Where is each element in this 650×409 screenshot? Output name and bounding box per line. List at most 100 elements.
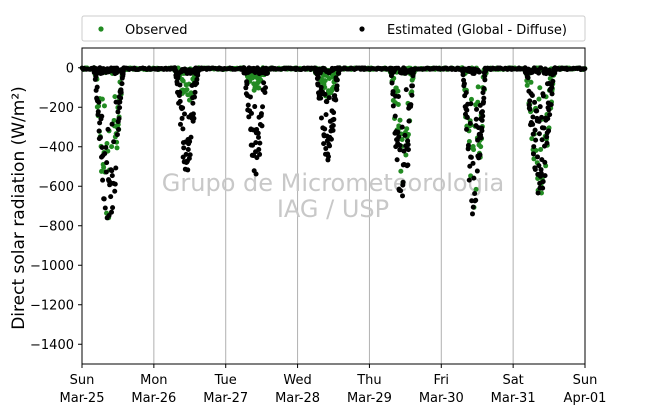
data-point: [330, 122, 336, 128]
data-point: [258, 111, 264, 117]
data-point: [101, 103, 107, 109]
data-point: [541, 125, 547, 131]
data-point: [403, 87, 409, 93]
data-point: [540, 179, 546, 185]
data-point: [470, 204, 476, 210]
data-point: [464, 107, 470, 113]
data-point: [334, 87, 340, 93]
data-point: [532, 166, 538, 172]
data-point: [253, 140, 259, 146]
data-point: [336, 67, 342, 73]
data-point: [318, 84, 324, 90]
data-point: [396, 134, 402, 140]
data-point: [97, 134, 103, 140]
data-point: [400, 179, 406, 185]
data-point: [469, 211, 475, 217]
data-point: [192, 89, 198, 95]
legend-label-observed: Observed: [125, 23, 188, 38]
data-point: [259, 123, 265, 129]
data-point: [535, 190, 541, 196]
data-point: [109, 144, 115, 150]
data-point: [264, 70, 270, 76]
data-point: [318, 115, 324, 121]
y-tick-label: −1000: [30, 259, 74, 274]
data-point: [536, 96, 542, 102]
data-point: [538, 167, 544, 173]
data-point: [535, 154, 541, 160]
data-point: [400, 193, 406, 199]
data-point: [392, 113, 398, 119]
data-point: [322, 84, 328, 90]
data-point: [473, 197, 479, 203]
data-point: [180, 105, 186, 111]
data-point: [527, 106, 533, 112]
data-point: [255, 130, 261, 136]
data-point: [323, 112, 329, 118]
data-point: [405, 142, 411, 148]
data-point: [315, 74, 321, 80]
data-point: [318, 95, 324, 101]
legend: Observed Estimated (Global - Diffuse): [81, 15, 586, 42]
data-point: [333, 97, 339, 103]
data-point: [480, 90, 486, 96]
data-point: [546, 128, 552, 134]
data-point: [476, 69, 482, 75]
data-point: [542, 173, 548, 179]
data-point: [525, 75, 531, 81]
y-tick-label: 0: [66, 61, 74, 76]
data-point: [184, 87, 190, 93]
watermark-line-1: Grupo de Micrometeorologia: [162, 169, 504, 197]
data-point: [191, 115, 197, 121]
y-tick-label: −1400: [30, 338, 74, 353]
data-point: [256, 147, 262, 153]
data-point: [95, 109, 101, 115]
data-point: [461, 81, 467, 87]
data-point: [109, 173, 115, 179]
data-point: [409, 92, 415, 98]
data-point: [549, 84, 555, 90]
data-point: [177, 82, 183, 88]
data-point: [532, 99, 538, 105]
data-point: [537, 104, 543, 110]
data-point: [471, 147, 477, 153]
data-point: [542, 159, 548, 165]
data-point: [263, 85, 269, 91]
data-point: [108, 194, 114, 200]
data-point: [104, 160, 110, 166]
data-point: [181, 145, 187, 151]
watermark: Grupo de Micrometeorologia IAG / USP: [162, 169, 504, 223]
data-point: [190, 111, 196, 117]
data-point: [247, 94, 253, 100]
data-point: [114, 145, 120, 151]
data-point: [109, 121, 115, 127]
y-axis: 0 −200 −400 −600 −800 −1000 −1200 −1400: [30, 61, 82, 353]
data-point: [544, 140, 550, 146]
x-tick-label-day: Thu: [356, 373, 381, 388]
data-point: [467, 163, 473, 169]
data-point: [552, 65, 558, 71]
x-tick-label-date: Mar-30: [419, 391, 464, 406]
data-point: [481, 99, 487, 105]
x-tick-label-date: Mar-26: [131, 391, 176, 406]
data-point: [331, 110, 337, 116]
data-point: [102, 151, 108, 157]
data-point: [466, 138, 472, 144]
data-point: [540, 93, 546, 99]
data-point: [110, 205, 116, 211]
data-point: [482, 73, 488, 79]
data-point: [481, 95, 487, 101]
data-point: [540, 185, 546, 191]
data-point: [464, 126, 470, 132]
data-point: [187, 138, 193, 144]
data-point: [96, 128, 102, 134]
data-point: [194, 76, 200, 82]
x-tick-label-date: Mar-28: [275, 391, 320, 406]
data-point: [260, 104, 266, 110]
data-point: [402, 132, 408, 138]
data-point: [118, 89, 124, 95]
data-point: [115, 126, 121, 132]
data-point: [533, 147, 539, 153]
data-point: [539, 114, 545, 120]
data-point: [115, 68, 121, 74]
